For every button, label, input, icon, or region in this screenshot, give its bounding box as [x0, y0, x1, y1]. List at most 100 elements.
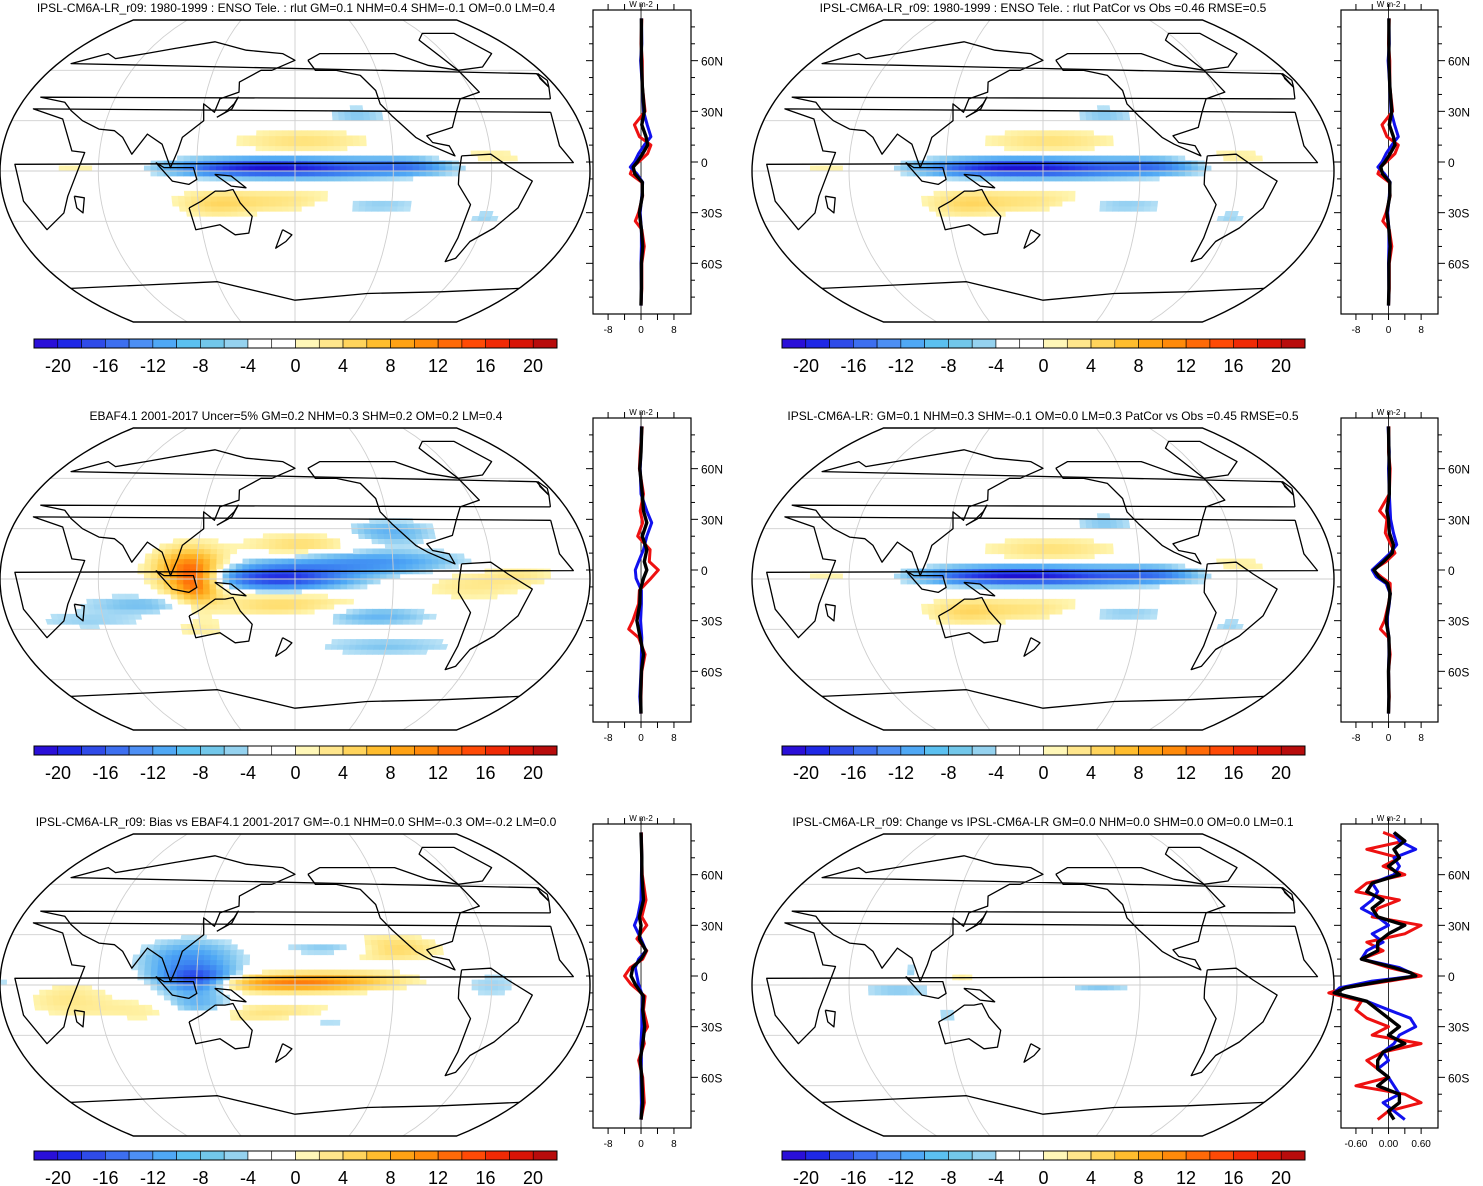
colorbar-label: 0 [290, 356, 300, 376]
colorbar-cell [485, 745, 510, 756]
colorbar-cell [33, 338, 59, 349]
colorbar-cell [1019, 338, 1044, 349]
profile-lat-label: 0 [1448, 564, 1455, 578]
profile-unit: W m-2 [629, 408, 653, 417]
colorbar-cell [1019, 1150, 1044, 1161]
colorbar-cell [995, 745, 1021, 756]
profile-x-tick-label: -8 [604, 1139, 613, 1150]
colorbar-cell [995, 1150, 1021, 1161]
colorbar-cell [971, 1150, 997, 1161]
colorbar-cell [223, 1150, 249, 1161]
profile-lat-label: 30N [1448, 105, 1470, 119]
profile-x-tick-label: 0 [638, 733, 644, 744]
profile-x-tick-label: -8 [1351, 325, 1360, 336]
profile-lat-label: 60N [1448, 869, 1470, 883]
profile-lat-label: 60S [701, 1071, 722, 1085]
colorbar-cell [1185, 1150, 1211, 1161]
profile-series-black [629, 832, 648, 1120]
colorbar-cell [81, 338, 106, 349]
colorbar-cell [247, 338, 273, 349]
colorbar-cell [81, 745, 106, 756]
map-coastlines [14, 846, 574, 1115]
profile-lat-label: 30S [701, 1021, 722, 1035]
map-graticule [0, 834, 590, 1136]
colorbar-label: 16 [475, 1168, 495, 1186]
colorbar-label: -20 [793, 1168, 819, 1186]
colorbar-label: -12 [888, 1168, 914, 1186]
colorbar-cell [57, 1150, 82, 1161]
colorbar-cell [509, 745, 534, 756]
colorbar-frame [33, 338, 558, 349]
colorbar-cell [1090, 745, 1116, 756]
colorbar-cell [1209, 1150, 1234, 1161]
colorbar-cell [295, 338, 320, 349]
colorbar-cell [1114, 338, 1139, 349]
map-border [0, 833, 591, 1137]
colorbar-cell [223, 745, 249, 756]
colorbar-label: 8 [385, 1168, 395, 1186]
map-field [45, 518, 551, 655]
colorbar-cell [342, 338, 368, 349]
colorbar-cell [247, 745, 273, 756]
colorbar: -20 -16 -12 -8 -4 0 4 8 12 16 20 [33, 1150, 558, 1186]
colorbar-cell [33, 745, 59, 756]
colorbar: -20 -16 -12 -8 -4 0 4 8 12 16 20 [781, 745, 1306, 783]
colorbar-label: 8 [1133, 356, 1143, 376]
colorbar-cell [200, 1150, 225, 1161]
colorbar-label: 12 [1176, 1168, 1196, 1186]
colorbar-label: 12 [1176, 356, 1196, 376]
colorbar-cell [366, 1150, 391, 1161]
colorbar-cell [105, 745, 130, 756]
colorbar-cell [805, 338, 830, 349]
profile-lat-label: 0 [1448, 970, 1455, 984]
colorbar-label: -4 [988, 356, 1004, 376]
profile-lat-label: 60N [701, 55, 723, 69]
colorbar-cell [853, 338, 878, 349]
colorbar-label: 20 [1271, 763, 1291, 783]
colorbar-cell [1162, 745, 1187, 756]
colorbar-cell [271, 338, 296, 349]
colorbar-label: -16 [92, 356, 118, 376]
colorbar-label: -4 [240, 356, 256, 376]
colorbar-cell [105, 338, 130, 349]
colorbar-cell [1019, 745, 1044, 756]
profile-x-tick-label: 0 [1386, 733, 1392, 744]
colorbar-cell [1280, 1150, 1306, 1161]
colorbar-cell [105, 1150, 130, 1161]
colorbar-cell [437, 745, 463, 756]
map-p6 [751, 833, 1335, 1137]
profile-series-black [1372, 426, 1396, 714]
colorbar-cell [948, 745, 973, 756]
colorbar-cell [1114, 1150, 1139, 1161]
colorbar: -20 -16 -12 -8 -4 0 4 8 12 16 20 [781, 1150, 1306, 1186]
colorbar-label: -4 [988, 763, 1004, 783]
colorbar-cell [948, 1150, 973, 1161]
colorbar-cell [57, 745, 82, 756]
profile-p6: -0.60 0.00 0.60 W m-2 60N 30N 0 30S 60S [1327, 814, 1470, 1150]
colorbar-label: 8 [1133, 763, 1143, 783]
colorbar-label: 8 [385, 356, 395, 376]
colorbar-cell [57, 338, 82, 349]
colorbar-cell [414, 1150, 439, 1161]
colorbar-cell [200, 338, 225, 349]
colorbar-label: -16 [840, 1168, 866, 1186]
colorbar-cell [318, 1150, 344, 1161]
map-graticule [752, 20, 1334, 322]
colorbar-cell [200, 745, 225, 756]
colorbar: -20 -16 -12 -8 -4 0 4 8 12 16 20 [781, 338, 1306, 376]
colorbar-label: 4 [1086, 1168, 1096, 1186]
colorbar-cell [176, 338, 201, 349]
colorbar-label: 4 [338, 763, 348, 783]
colorbar-cell [509, 1150, 534, 1161]
colorbar-cell [781, 745, 807, 756]
colorbar-cell [366, 745, 391, 756]
colorbar-label: -20 [793, 356, 819, 376]
colorbar-label: 8 [385, 763, 395, 783]
colorbar-cell [924, 745, 949, 756]
colorbar-label: 8 [1133, 1168, 1143, 1186]
profile-lat-label: 60S [701, 257, 722, 271]
profile-lat-label: 60S [1448, 665, 1469, 679]
colorbar-cell [461, 338, 486, 349]
colorbar-label: -16 [840, 356, 866, 376]
colorbar-cell [1209, 338, 1234, 349]
